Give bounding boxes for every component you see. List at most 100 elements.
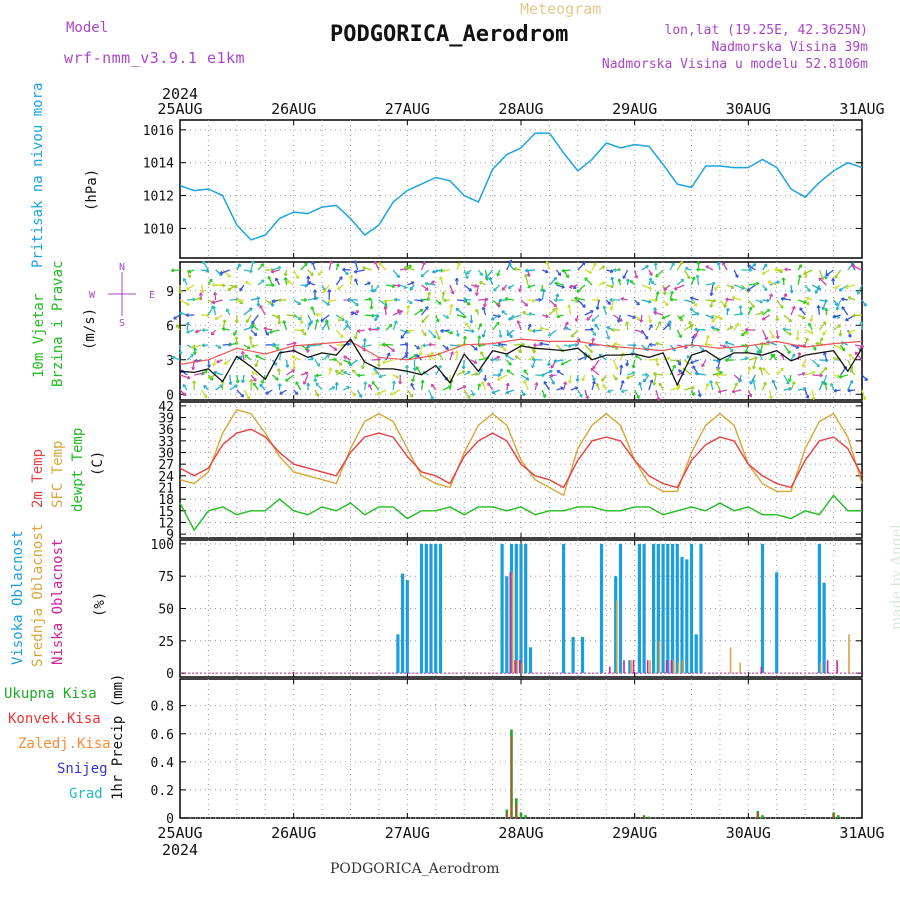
wind-arrow	[769, 389, 772, 399]
wind-arrow-head	[186, 331, 190, 334]
wind-arrow	[556, 386, 564, 391]
wind-arrow-head	[571, 335, 575, 338]
wind-arrow-head	[318, 273, 322, 277]
wind-arrow	[335, 329, 344, 338]
wind-arrow	[548, 374, 555, 385]
wind-arrow-head	[338, 276, 343, 279]
wind-arrow	[594, 323, 600, 331]
wind-arrow-head	[412, 379, 416, 383]
wind-arrow	[833, 344, 843, 350]
ytick-label: 42	[158, 400, 174, 415]
wind-arrow-head	[526, 302, 529, 307]
wind-arrow	[501, 284, 508, 291]
cloud-bar-high	[675, 543, 679, 674]
wind-arrow	[479, 281, 486, 286]
wind-arrow-head	[822, 307, 826, 311]
wind-arrow-head	[550, 366, 555, 369]
wind-arrow-head	[495, 321, 500, 324]
wind-arrow-head	[283, 277, 286, 281]
wind-arrow	[662, 323, 671, 331]
wind-arrow	[804, 329, 814, 334]
wind-arrow	[563, 321, 569, 331]
wind-arrow-head	[848, 353, 851, 358]
wind-arrow-head	[591, 337, 594, 341]
wind-arrow	[627, 371, 636, 376]
wind-arrow	[374, 314, 380, 322]
wind-arrow-head	[581, 261, 586, 264]
wind-arrow-head	[638, 317, 641, 321]
wind-arrow	[634, 314, 641, 321]
wind-arrow-head	[475, 309, 477, 313]
wind-arrow-head	[763, 381, 767, 385]
wind-arrow-head	[286, 280, 289, 284]
wind-arrow	[691, 299, 698, 307]
wind-arrow	[314, 319, 319, 331]
wind-arrow-head	[324, 319, 327, 323]
wind-arrow	[443, 299, 451, 302]
wind-arrow-head	[720, 316, 723, 320]
wind-arrow-head	[327, 301, 331, 304]
wind-arrow-head	[601, 379, 605, 382]
wind-arrow	[245, 314, 252, 323]
wind-arrow	[212, 305, 217, 316]
wind-arrow-head	[391, 380, 395, 384]
wind-arrow	[709, 380, 714, 391]
date-label-bottom: 26AUG	[271, 824, 316, 842]
wind-arrow	[504, 298, 514, 301]
wind-arrow	[767, 280, 777, 286]
wind-arrow	[207, 278, 213, 286]
wind-arrow	[568, 374, 572, 384]
wind-arrow-head	[351, 369, 354, 373]
precip-bar-conv	[643, 816, 645, 818]
wind-arrow	[250, 374, 257, 382]
wind-arrow	[570, 386, 579, 391]
wind-arrow-head	[202, 289, 205, 293]
wind-arrow	[343, 386, 350, 391]
wind-arrow	[222, 328, 230, 331]
date-label-top: 27AUG	[385, 100, 430, 118]
cloud-bar-low	[519, 660, 521, 674]
wind-arrow	[321, 299, 330, 306]
wind-arrow	[385, 344, 395, 352]
wind-arrow-head	[620, 298, 624, 301]
precip-bar-total	[761, 815, 764, 818]
wind-arrow	[464, 329, 475, 333]
wind-arrow	[484, 269, 488, 281]
wind-arrow-head	[648, 344, 653, 347]
wind-arrow-head	[430, 351, 434, 355]
wind-arrow	[456, 314, 467, 318]
wind-arrow	[726, 326, 734, 331]
legend-conv-precip: Konvek.Kisa	[8, 711, 101, 727]
wind-arrow	[528, 312, 536, 316]
wind-arrow-head	[823, 382, 826, 386]
wind-arrow-head	[606, 326, 610, 330]
wind-arrow-head	[306, 275, 309, 279]
wind-arrow	[191, 344, 202, 349]
wind-arrow-head	[769, 293, 773, 297]
wind-arrow-head	[426, 287, 429, 291]
wind-arrow-head	[590, 368, 593, 372]
wind-arrow	[562, 381, 567, 391]
wind-arrow	[253, 382, 259, 391]
wind-arrow	[648, 314, 652, 323]
wind-arrow	[337, 284, 344, 290]
wind-arrow-head	[620, 318, 623, 322]
wind-arrow	[836, 299, 842, 311]
wind-arrow	[704, 343, 713, 346]
wind-arrow-head	[255, 332, 258, 336]
wind-arrow-head	[807, 395, 810, 399]
wind-arrow-head	[457, 333, 460, 337]
wind-arrow	[293, 269, 300, 280]
wind-arrow-head	[417, 345, 420, 350]
wind-arrow-head	[348, 360, 352, 364]
wind-arrow-head	[368, 328, 372, 332]
wind-arrow-head	[303, 382, 307, 385]
wind-arrow-head	[191, 347, 195, 350]
wind-arrow-head	[851, 265, 855, 269]
wind-arrow	[574, 297, 586, 301]
ytick-label: 12	[158, 516, 174, 531]
wind-arrow	[520, 374, 530, 381]
wind-arrow-head	[424, 283, 428, 286]
wind-arrow	[716, 368, 721, 376]
wind-arrow-head	[278, 299, 282, 303]
